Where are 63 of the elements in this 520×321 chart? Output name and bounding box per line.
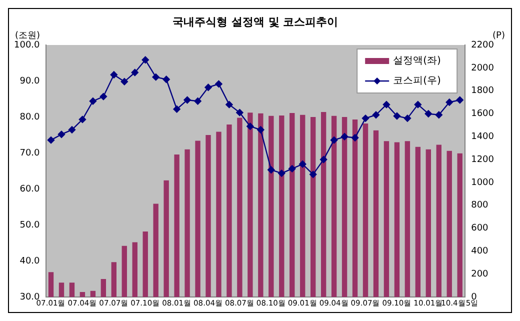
point [246,122,254,130]
point [215,80,222,88]
y2-axis-title: (P) [492,30,505,41]
point [382,100,390,108]
y2-tick-label: 400 [471,246,489,257]
point [173,106,180,113]
y2-tick-label: 2200 [471,40,494,50]
y2-tick-label: 1000 [471,178,494,188]
point [257,126,264,134]
y-axis-title: (조원) [15,30,40,41]
point [309,170,317,178]
y2-tick-label: 1400 [471,132,494,142]
point [162,76,170,83]
legend-label: 코스피(우) [393,76,441,87]
point [120,78,128,86]
point [404,114,412,122]
legend-label: 설정액(좌) [393,56,441,67]
point [278,170,286,177]
point [194,98,202,105]
y-tick-label: 90.0 [20,76,40,86]
point [351,134,359,142]
point [362,114,370,122]
point [446,98,453,106]
y-tick-label: 100.0 [14,40,40,50]
y2-tick-label: 1800 [471,86,494,96]
point [142,56,149,64]
point [152,73,160,81]
point [299,160,306,168]
point [236,108,244,116]
y-tick-label: 50.0 [20,220,40,230]
y2-tick-label: 600 [471,224,489,234]
y2-tick-label: 1600 [471,109,494,120]
point [226,100,233,108]
point [204,84,212,91]
y2-tick-label: 800 [471,200,489,211]
point [414,100,422,108]
point [340,133,348,140]
y2-tick-label: 200 [471,269,489,280]
point [78,116,86,124]
point [184,96,191,104]
chart-title: 국내주식형 설정액 및 코스피추이 [172,15,338,28]
point [89,98,97,105]
y-tick-label: 70.0 [20,148,40,158]
point [288,165,296,172]
point [131,68,138,76]
point [424,110,432,118]
y2-tick-label: 2000 [471,63,494,74]
point [372,111,380,118]
point [58,130,66,138]
y2-tick-label: 1200 [471,154,494,165]
point [110,71,118,78]
y-tick-label: 80.0 [20,112,40,122]
point [100,92,108,100]
point [393,112,401,120]
point [68,126,76,134]
y-tick-label: 40.0 [20,256,40,266]
point [320,156,328,164]
point [456,96,464,104]
point [435,111,442,118]
point [268,166,275,174]
point [47,136,55,144]
point [330,136,338,144]
y-tick-label: 60.0 [20,184,40,194]
